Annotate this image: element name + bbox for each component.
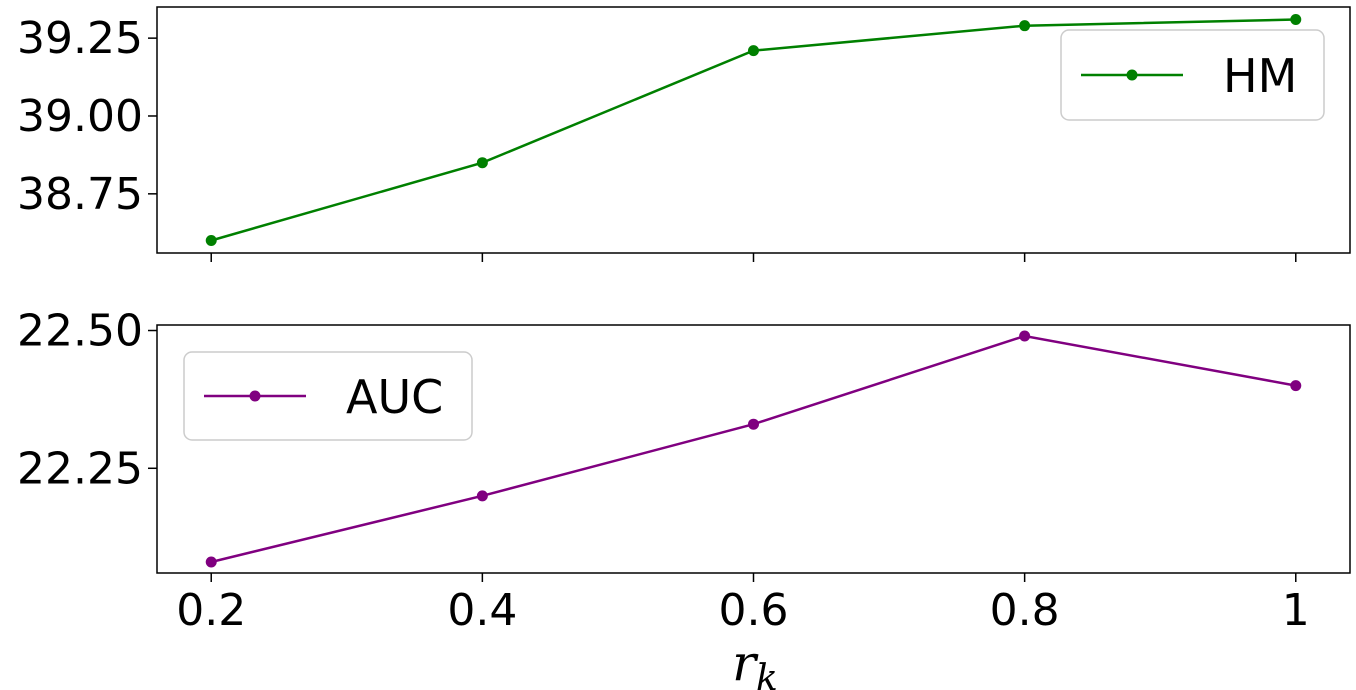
x-tick-label: 1 — [1282, 585, 1310, 636]
y-tick-label: 38.75 — [17, 169, 143, 220]
legend-box — [1060, 29, 1325, 121]
legend-marker — [1126, 69, 1138, 81]
legend: HM — [1060, 29, 1325, 121]
chart-panel-auc: 22.25 22.50 AUC — [17, 306, 1351, 582]
data-point — [748, 418, 759, 430]
legend-box — [183, 351, 473, 441]
x-axis-label-main: r — [732, 634, 759, 690]
data-point — [476, 490, 488, 502]
data-point — [205, 235, 217, 247]
x-tick-label: 0.8 — [990, 585, 1060, 636]
x-axis-label-subscript: k — [756, 658, 778, 690]
legend-label: HM — [1223, 49, 1297, 103]
data-point — [1019, 330, 1031, 342]
y-tick-label: 22.25 — [17, 443, 143, 494]
legend-marker — [249, 390, 261, 402]
y-tick-label: 39.25 — [17, 13, 143, 64]
legend: AUC — [183, 351, 473, 441]
x-tick-label: 0.4 — [447, 585, 517, 636]
x-tick-label: 0.2 — [176, 585, 246, 636]
x-axis-label: rk — [732, 634, 778, 690]
chart-panel-hm: 38.75 39.00 39.25 HM — [17, 6, 1351, 262]
data-point — [205, 556, 217, 568]
y-tick-label: 22.50 — [17, 306, 143, 357]
data-point — [476, 157, 488, 169]
legend-label: AUC — [346, 370, 443, 424]
x-tick-label: 0.6 — [719, 585, 789, 636]
data-point — [1290, 380, 1302, 392]
y-tick-label: 39.00 — [17, 91, 143, 142]
data-point — [748, 45, 759, 57]
x-axis: 0.2 0.4 0.6 0.8 1 — [176, 585, 1310, 636]
data-point — [1290, 13, 1302, 25]
data-point — [1019, 20, 1031, 32]
